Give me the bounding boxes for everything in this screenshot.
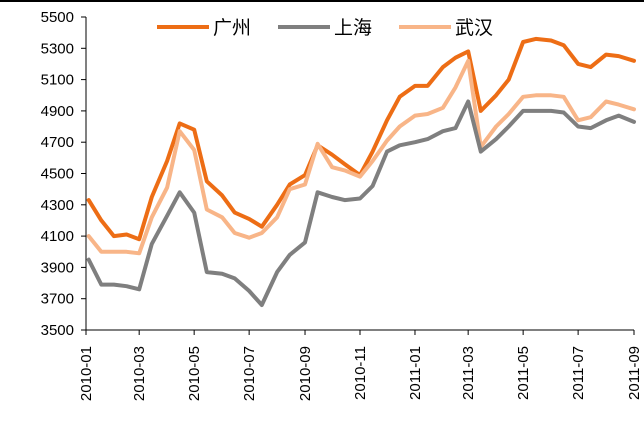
x-tick-label: 2010-07 (241, 346, 258, 401)
x-axis-ticks: 2010-01 2010-03 2010-05 2010-07 2010-09 2010-… (78, 330, 643, 401)
series-lines (86, 36, 636, 307)
x-tick-label: 2011-03 (460, 346, 477, 400)
series-line-3 (86, 58, 636, 256)
legend-label: 武汉 (455, 17, 493, 39)
x-tick-label: 2010-09 (297, 346, 314, 401)
y-tick-label: 4700 (41, 134, 74, 151)
legend: 广州 上海 武汉 (153, 12, 509, 42)
y-tick-label: 3700 (41, 291, 74, 308)
x-tick-label: 2010-11 (352, 346, 369, 400)
x-tick-label: 2011-07 (570, 346, 587, 400)
x-tick-label: 2010-05 (186, 346, 203, 401)
y-tick-label: 4100 (41, 228, 74, 245)
top-rule (0, 0, 644, 2)
y-tick-label: 4500 (41, 166, 74, 183)
x-tick-label: 2010-03 (131, 346, 148, 401)
x-tick-label: 2011-09 (626, 346, 643, 400)
y-tick-label: 5100 (41, 72, 74, 89)
x-tick-label: 2011-01 (407, 346, 424, 400)
y-tick-label: 3500 (41, 322, 74, 339)
legend-label: 上海 (334, 17, 372, 39)
y-axis-ticks: 3500 3700 3900 4100 4300 4500 4700 4900 5100 5300… (41, 9, 86, 339)
y-tick-label: 5300 (41, 40, 74, 57)
y-tick-label: 4300 (41, 197, 74, 214)
series-line-2 (86, 99, 636, 307)
y-tick-label: 3900 (41, 259, 74, 276)
y-tick-label: 5500 (41, 9, 74, 26)
x-tick-label: 2010-01 (78, 346, 95, 401)
legend-label: 广州 (213, 17, 251, 39)
x-tick-label: 2011-05 (515, 346, 532, 400)
y-tick-label: 4900 (41, 103, 74, 120)
